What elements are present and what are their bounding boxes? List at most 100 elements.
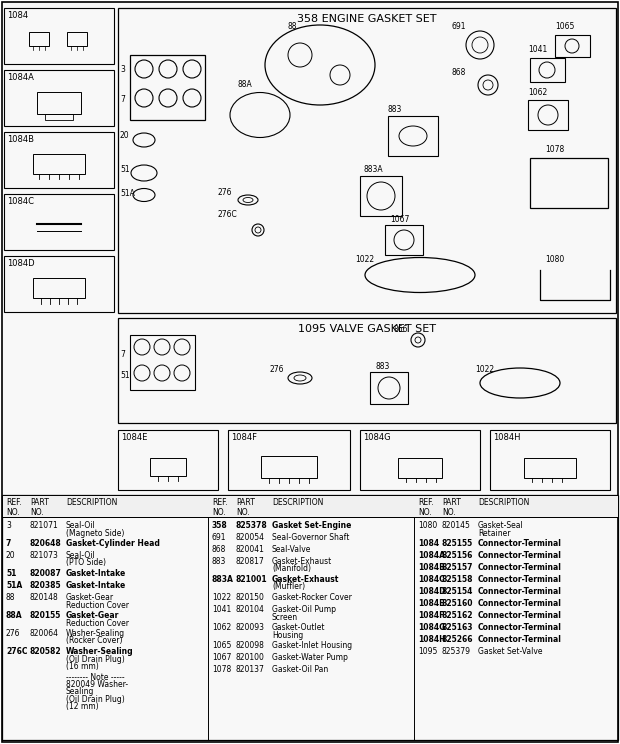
Text: 1022: 1022 [355, 255, 374, 264]
Text: 820041: 820041 [236, 545, 265, 554]
Text: 1084: 1084 [418, 539, 439, 548]
Text: 1084E: 1084E [121, 433, 148, 442]
Text: DESCRIPTION: DESCRIPTION [478, 498, 529, 507]
Text: 1078: 1078 [545, 145, 564, 154]
Text: 1065: 1065 [212, 641, 231, 650]
Text: 88: 88 [288, 22, 298, 31]
Text: 1067: 1067 [390, 215, 409, 224]
Text: DESCRIPTION: DESCRIPTION [272, 498, 324, 507]
Text: 7: 7 [120, 350, 125, 359]
Bar [385, 225, 423, 255]
Text: Gasket-Cylinder Head: Gasket-Cylinder Head [66, 539, 160, 548]
Text: (Manifold): (Manifold) [272, 565, 311, 574]
Text: Connector-Terminal: Connector-Terminal [478, 611, 562, 620]
Text: (Rocker Cover): (Rocker Cover) [66, 637, 123, 646]
Text: 825162: 825162 [442, 611, 474, 620]
Text: 88A: 88A [238, 80, 253, 89]
Text: 3: 3 [6, 521, 11, 530]
Text: Reduction Cover: Reduction Cover [66, 618, 129, 627]
Text: Gasket-Outlet: Gasket-Outlet [272, 623, 326, 632]
Text: 820145: 820145 [442, 521, 471, 530]
Text: 1067: 1067 [212, 653, 231, 662]
Text: 20: 20 [6, 551, 16, 560]
Bar [67, 32, 87, 46]
Text: 825155: 825155 [442, 539, 473, 548]
Text: 820148: 820148 [30, 593, 59, 602]
Text: 820648: 820648 [30, 539, 62, 548]
Text: DESCRIPTION: DESCRIPTION [66, 498, 117, 507]
Bar [490, 430, 610, 490]
Bar [33, 278, 85, 298]
Bar [29, 32, 49, 46]
Bar [555, 35, 590, 57]
Text: 883: 883 [212, 557, 226, 566]
Text: 1084H: 1084H [493, 433, 521, 442]
Text: 276: 276 [270, 365, 285, 374]
Text: eReplacementParts.com: eReplacementParts.com [250, 411, 370, 421]
Text: Connector-Terminal: Connector-Terminal [478, 539, 562, 548]
Bar [150, 458, 186, 476]
Bar [528, 100, 568, 130]
Text: 51: 51 [6, 569, 16, 578]
Text: 1084C: 1084C [418, 575, 445, 584]
Bar [530, 58, 565, 82]
Bar [370, 372, 408, 404]
Text: 825266: 825266 [442, 635, 474, 644]
Text: 825157: 825157 [442, 563, 474, 572]
Text: 1022: 1022 [475, 365, 494, 374]
Text: 820054: 820054 [236, 533, 265, 542]
Text: (Magneto Side): (Magneto Side) [66, 528, 125, 537]
Bar [4, 256, 114, 312]
Text: 1062: 1062 [528, 88, 547, 97]
Bar [118, 8, 616, 313]
Bar [530, 158, 608, 208]
Text: 883A: 883A [363, 165, 383, 174]
Text: 1080: 1080 [545, 255, 564, 264]
Text: (Oil Drain Plug): (Oil Drain Plug) [66, 695, 125, 704]
Text: 821001: 821001 [236, 575, 268, 584]
Text: 1065: 1065 [555, 22, 574, 31]
Text: 20: 20 [120, 131, 130, 140]
Text: 1084D: 1084D [7, 259, 35, 268]
Text: Seal-Governor Shaft: Seal-Governor Shaft [272, 533, 350, 542]
Text: Gasket-Water Pump: Gasket-Water Pump [272, 653, 348, 662]
Text: PART
NO.: PART NO. [236, 498, 255, 517]
Text: 1084A: 1084A [7, 73, 34, 82]
Text: 1084C: 1084C [7, 197, 34, 206]
Bar [2, 495, 618, 740]
Text: 1084D: 1084D [418, 587, 446, 596]
Text: 1084H: 1084H [418, 635, 446, 644]
Text: 821073: 821073 [30, 551, 59, 560]
Text: 820098: 820098 [236, 641, 265, 650]
Text: 1084B: 1084B [418, 563, 445, 572]
Text: Gasket Set-Valve: Gasket Set-Valve [478, 647, 542, 656]
Bar [33, 154, 85, 174]
Text: Connector-Terminal: Connector-Terminal [478, 623, 562, 632]
Bar [37, 92, 81, 114]
Bar [261, 456, 317, 478]
Bar [118, 430, 218, 490]
Text: Gasket-Intake: Gasket-Intake [66, 581, 126, 590]
Text: Screen: Screen [272, 612, 298, 621]
Bar [4, 132, 114, 188]
Text: 1095 VALVE GASKET SET: 1095 VALVE GASKET SET [298, 324, 436, 334]
Text: Gasket-Oil Pan: Gasket-Oil Pan [272, 665, 328, 674]
Text: 276C: 276C [6, 647, 27, 656]
Text: 51A: 51A [120, 189, 135, 198]
Text: 820582: 820582 [30, 647, 61, 656]
Bar [2, 495, 618, 517]
Text: 691: 691 [212, 533, 226, 542]
Text: Gasket-Rocker Cover: Gasket-Rocker Cover [272, 593, 352, 602]
Text: 883A: 883A [212, 575, 234, 584]
Text: 820150: 820150 [236, 593, 265, 602]
Text: 358 ENGINE GASKET SET: 358 ENGINE GASKET SET [297, 14, 436, 24]
Text: 825163: 825163 [442, 623, 474, 632]
Bar [118, 318, 616, 423]
Text: -------- Note -----: -------- Note ----- [66, 673, 125, 682]
Text: Gasket-Oil Pump: Gasket-Oil Pump [272, 605, 336, 614]
Text: 868: 868 [452, 68, 466, 77]
Text: (PTO Side): (PTO Side) [66, 559, 106, 568]
Text: 88A: 88A [6, 611, 22, 620]
Bar [360, 176, 402, 216]
Text: 820093: 820093 [236, 623, 265, 632]
